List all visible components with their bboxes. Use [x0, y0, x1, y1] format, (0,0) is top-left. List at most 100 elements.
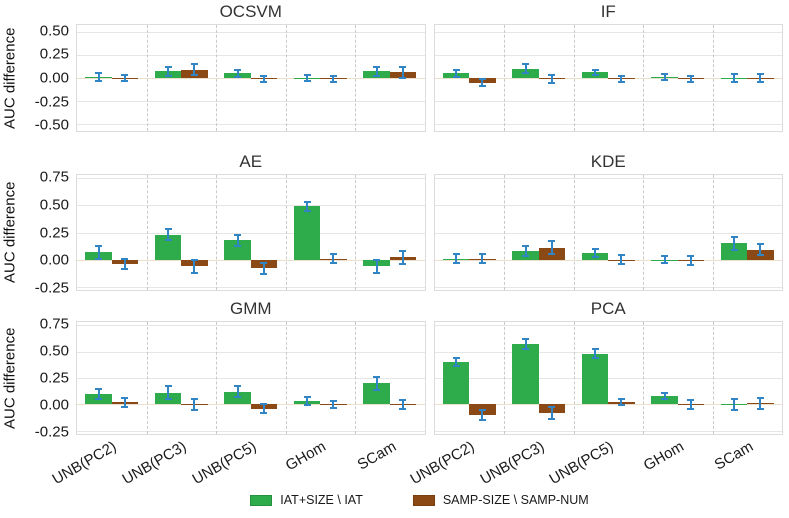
error-bar-cap: [522, 337, 530, 340]
bar-green: [581, 353, 609, 405]
error-bar-cap: [617, 254, 625, 257]
ytick-label: -0.25: [34, 423, 69, 441]
y-axis-ticks: 0.75 0.50 0.25 0.00 -0.25: [20, 169, 71, 296]
error-bar-cap: [260, 75, 268, 78]
error-bar: [689, 76, 692, 82]
error-bar: [455, 357, 458, 367]
error-bar-cap: [373, 65, 381, 68]
error-bar-cap: [522, 244, 530, 247]
error-bar: [262, 262, 265, 274]
error-bar-cap: [452, 365, 460, 368]
gridline: [434, 232, 782, 234]
error-bar: [401, 400, 404, 409]
column-gap: [426, 152, 434, 291]
error-bar-cap: [121, 397, 129, 400]
category-separator: [573, 322, 575, 434]
error-bar-cap: [190, 271, 198, 274]
subplot-if: IF: [433, 2, 783, 132]
error-bar: [401, 66, 404, 78]
legend-swatch-brown: [412, 494, 435, 506]
error-bar: [167, 386, 170, 400]
category-separator: [504, 175, 505, 290]
bar-green: [651, 395, 678, 405]
legend-item-iat-size: IAT+SIZE \ IAT: [250, 493, 363, 507]
ytick-label: 0.75: [39, 168, 69, 186]
error-bar: [663, 392, 666, 400]
error-bar-cap: [95, 244, 103, 247]
error-bar: [332, 254, 335, 263]
error-bar: [193, 259, 196, 273]
error-bar-cap: [452, 253, 460, 256]
gridline: [77, 232, 425, 234]
ytick-label: 0.00: [39, 396, 69, 414]
category-separator: [146, 175, 148, 290]
error-bar-cap: [548, 418, 556, 421]
chart-title-ocsvm: OCSVM: [219, 2, 282, 21]
error-bar: [123, 75, 126, 81]
error-bar: [524, 64, 527, 74]
gridline: [434, 101, 782, 103]
error-bar: [733, 236, 736, 250]
ytick-label: 0.25: [39, 369, 69, 387]
ytick-label: 0.00: [39, 69, 69, 87]
error-bar: [97, 245, 100, 259]
error-bar: [401, 250, 404, 264]
gridline: [434, 124, 782, 126]
error-bar-cap: [95, 79, 103, 82]
chart-title-gmm: GMM: [229, 299, 272, 318]
bar-green: [224, 391, 251, 405]
error-bar: [193, 64, 196, 76]
bar-green: [512, 344, 539, 405]
error-bar-cap: [260, 403, 268, 406]
error-bar-cap: [95, 387, 103, 390]
error-bar-cap: [164, 65, 172, 68]
error-bar: [689, 256, 692, 266]
chart-row-2: AUC difference 0.75 0.50 0.25 0.00 -0.25 AE …: [0, 152, 789, 296]
chart-row-1: AUC difference 0.50 0.25 0.00 -0.25 -0.50 OC…: [0, 2, 789, 134]
ytick-label: 0.50: [39, 342, 69, 360]
error-bar-cap: [373, 258, 381, 261]
error-bar: [97, 73, 100, 81]
gridline: [434, 178, 782, 180]
error-bar-cap: [303, 396, 311, 399]
legend-swatch-green: [250, 494, 273, 506]
error-bar: [375, 376, 378, 390]
error-bar-cap: [121, 74, 129, 77]
category-separator: [355, 175, 356, 290]
error-bar: [262, 404, 265, 413]
right-margin: [783, 2, 789, 132]
xtick-label: UNB(PC5): [189, 438, 260, 489]
error-bar: [262, 76, 265, 82]
error-bar-cap: [756, 80, 764, 83]
error-bar: [455, 69, 458, 78]
error-bar-cap: [95, 257, 103, 260]
xtick-label: SCam: [711, 438, 757, 474]
zero-baseline: [434, 404, 782, 406]
error-bar-cap: [730, 398, 738, 401]
error-bar-cap: [260, 272, 268, 275]
plot-area-pca: [433, 321, 783, 435]
gridline: [77, 430, 425, 432]
error-bar: [689, 400, 692, 409]
error-bar: [620, 255, 623, 264]
error-bar-cap: [121, 79, 129, 82]
error-bar: [332, 401, 335, 408]
ytick-label: -0.25: [34, 279, 69, 297]
plot-area-kde: [433, 174, 783, 291]
error-bar: [524, 245, 527, 257]
error-bar-cap: [687, 75, 695, 78]
gridline: [77, 378, 425, 379]
error-bar-cap: [260, 80, 268, 83]
error-bar-cap: [95, 72, 103, 75]
error-bar: [759, 74, 762, 82]
error-bar: [236, 234, 239, 246]
error-bar-cap: [373, 271, 381, 274]
plot-area-ae: [76, 174, 426, 291]
ytick-label: 0.25: [39, 224, 69, 241]
error-bar: [332, 76, 335, 82]
gridline: [77, 31, 425, 33]
bar-green: [720, 243, 748, 260]
error-bar-cap: [478, 419, 486, 422]
error-bar-cap: [522, 72, 530, 75]
error-bar-cap: [121, 257, 129, 260]
